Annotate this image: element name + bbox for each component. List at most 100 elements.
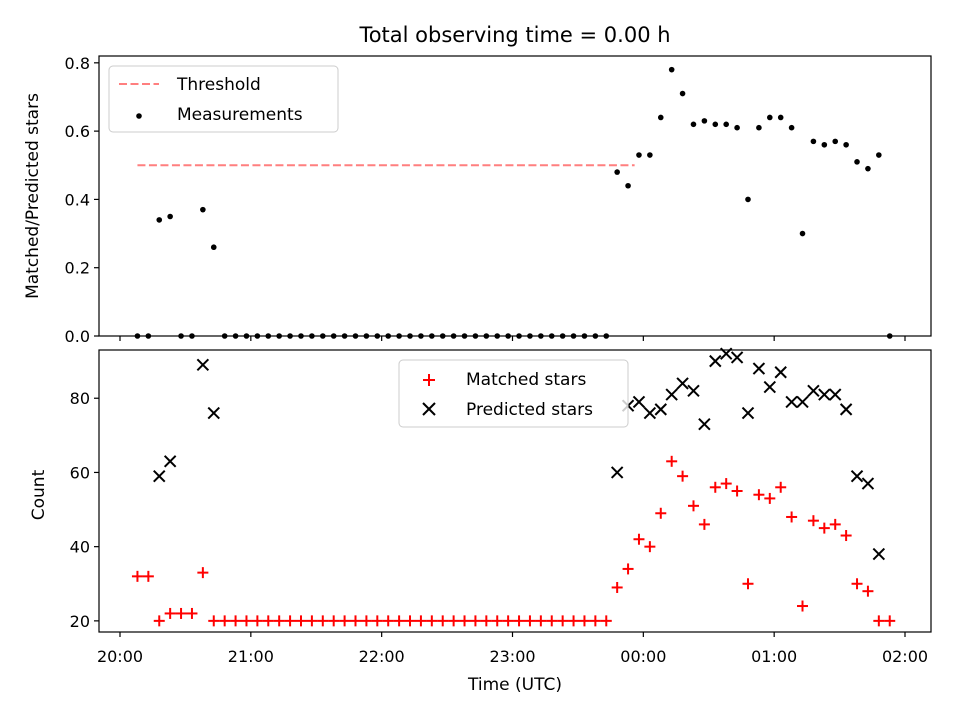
matched-star-marker: [731, 485, 743, 497]
matched-star-marker: [437, 615, 449, 627]
top-y-tick-label: 0.8: [65, 54, 90, 73]
matched-star-marker: [535, 615, 547, 627]
bottom-legend: Matched stars Predicted stars: [398, 359, 629, 428]
matched-star-marker: [829, 518, 841, 530]
matched-star-marker: [709, 481, 721, 493]
measurement-point: [832, 138, 839, 145]
matched-star-marker: [742, 578, 754, 590]
matched-star-marker: [862, 585, 874, 597]
matched-star-marker: [600, 615, 612, 627]
bottom-y-axis-label: Count: [29, 469, 49, 520]
predicted-star-marker-b: [818, 388, 831, 401]
matched-star-marker: [415, 615, 427, 627]
matched-star-marker: [480, 615, 492, 627]
predicted-star-marker-b: [785, 395, 798, 409]
predicted-star-marker: [610, 466, 624, 479]
matched-star-marker: [186, 607, 198, 619]
measurement-point: [614, 169, 620, 175]
predicted-star-marker: [763, 380, 777, 394]
measurement-point: [712, 121, 719, 128]
matched-star-marker: [524, 615, 536, 627]
predicted-stars-legend-label: Predicted stars: [466, 400, 593, 420]
measurement-point: [723, 121, 729, 128]
predicted-star-marker: [741, 406, 755, 420]
predicted-star-marker: [839, 403, 853, 416]
matched-star-marker: [687, 500, 699, 512]
predicted-star-marker-b: [665, 388, 678, 401]
predicted-star-marker-b: [730, 351, 744, 364]
predicted-star-marker-b: [632, 395, 646, 409]
measurement-point: [636, 152, 642, 158]
matched-star-marker: [840, 530, 852, 542]
predicted-star-marker: [698, 418, 711, 431]
matched-star-marker: [491, 615, 503, 627]
matched-star-marker: [164, 607, 176, 619]
matched-star-marker: [622, 563, 634, 575]
matched-star-marker: [448, 615, 460, 627]
measurement-point: [625, 182, 631, 189]
matched-star-marker: [873, 615, 885, 627]
matched-star-marker: [426, 615, 438, 627]
measurement-point: [679, 90, 686, 97]
measurements-legend-swatch: [136, 113, 142, 119]
matched-star-marker: [393, 615, 405, 627]
measurement-point: [799, 230, 806, 237]
matched-star-marker: [295, 615, 307, 627]
measurement-point: [200, 206, 206, 213]
predicted-star-marker-b: [196, 358, 210, 372]
measurement-point: [821, 141, 828, 148]
bottom-x-ticks: 20:00 21:00 22:00 23:00 00:00 01:00 02:00: [97, 632, 928, 666]
matched-star-marker: [720, 478, 732, 490]
matched-star-marker: [644, 541, 656, 553]
matched-star-marker: [884, 615, 896, 627]
matched-star-marker: [219, 615, 231, 627]
predicted-star-marker: [632, 395, 646, 409]
predicted-star-marker: [872, 547, 886, 561]
matched-star-marker: [306, 615, 318, 627]
predicted-star-marker-b: [752, 362, 766, 375]
matched-star-marker: [611, 581, 623, 593]
top-legend: Threshold Measurements: [108, 65, 339, 133]
matched-star-marker: [350, 615, 361, 627]
matched-star-marker: [273, 615, 285, 627]
x-tick-label: 00:00: [620, 647, 666, 666]
predicted-star-marker-b: [872, 547, 886, 561]
matched-star-marker: [797, 600, 809, 612]
bottom-panel: Count Time (UTC) 20 40 60 80 20:00 21:00 22:0…: [29, 347, 932, 695]
matched-star-marker: [469, 615, 481, 627]
matched-star-marker: [568, 615, 580, 627]
x-tick-label: 20:00: [97, 647, 143, 666]
predicted-star-marker: [861, 477, 875, 490]
matched-star-marker: [589, 615, 601, 627]
measurements-legend-label: Measurements: [177, 105, 303, 125]
matched-star-marker: [698, 518, 710, 530]
measurement-point: [690, 121, 697, 128]
predicted-star-marker-b: [610, 466, 624, 479]
chart-title: Total observing time = 0.00 h: [358, 23, 670, 47]
matched-star-marker: [807, 515, 819, 527]
bottom-plot-area: [131, 347, 896, 627]
matched-stars-legend-label: Matched stars: [466, 370, 586, 390]
predicted-star-marker-b: [850, 469, 864, 483]
bottom-y-tick-label: 20: [70, 612, 90, 631]
matched-star-marker: [818, 522, 830, 534]
matched-star-marker: [753, 489, 765, 501]
matched-star-marker: [851, 578, 863, 590]
matched-star-marker: [502, 615, 514, 627]
predicted-star-marker-b: [763, 380, 777, 394]
predicted-star-marker: [774, 366, 787, 379]
predicted-star-marker: [676, 377, 689, 390]
predicted-star-marker: [654, 403, 667, 416]
predicted-star-marker-b: [643, 406, 657, 420]
matched-star-marker: [655, 507, 667, 519]
matched-star-marker: [382, 615, 394, 627]
x-tick-label: 02:00: [882, 647, 928, 666]
predicted-star-marker: [687, 384, 700, 398]
threshold-legend-label: Threshold: [176, 75, 261, 95]
matched-star-marker: [142, 570, 154, 582]
predicted-star-marker: [796, 395, 809, 409]
predicted-star-marker-b: [676, 377, 689, 390]
matched-star-marker: [328, 615, 340, 627]
predicted-star-marker-b: [861, 477, 875, 490]
matched-star-marker: [677, 470, 689, 482]
